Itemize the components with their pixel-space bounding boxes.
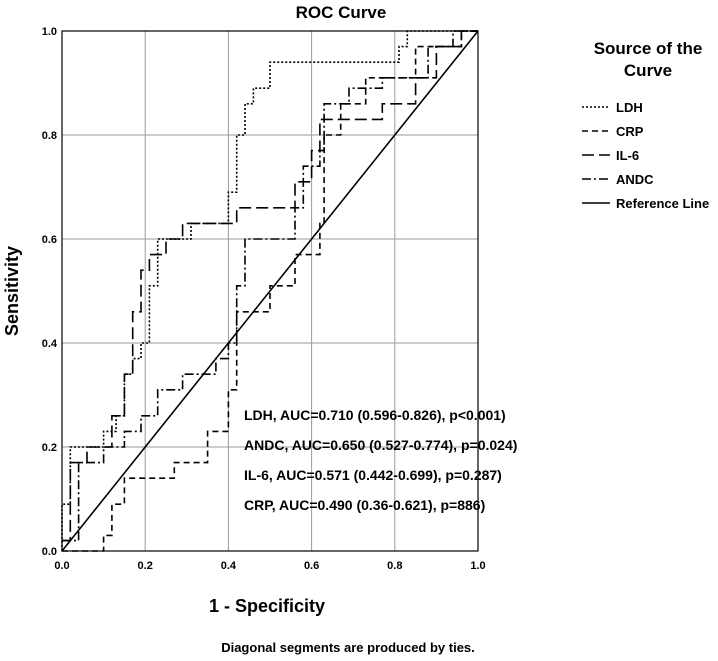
legend: Source of the Curve LDH CRP IL-6 ANDC Referenc… xyxy=(582,39,709,211)
auc-annotations: LDH, AUC=0.710 (0.596-0.826), p<0.001) AN… xyxy=(244,407,517,513)
footnote: Diagonal segments are produced by ties. xyxy=(221,640,475,655)
y-tick-label: 1.0 xyxy=(42,26,57,38)
legend-label: Reference Line xyxy=(616,196,709,211)
series-reference-line xyxy=(61,30,479,552)
y-tick-label: 0.8 xyxy=(42,130,57,142)
x-tick-label: 0.8 xyxy=(387,560,402,572)
series-andc xyxy=(62,30,478,542)
auc-annotation: IL-6, AUC=0.571 (0.442-0.699), p=0.287) xyxy=(244,467,502,483)
y-tick-label: 0.4 xyxy=(42,338,58,350)
y-tick-label: 0.6 xyxy=(42,234,57,246)
auc-annotation: ANDC, AUC=0.650 (0.527-0.774), p=0.024) xyxy=(244,437,517,453)
chart-title: ROC Curve xyxy=(296,3,387,22)
y-axis-label: Sensitivity xyxy=(2,246,22,336)
legend-label: IL-6 xyxy=(616,148,639,163)
x-tick-label: 0.0 xyxy=(54,560,69,572)
auc-annotation: LDH, AUC=0.710 (0.596-0.826), p<0.001) xyxy=(244,407,506,423)
x-tick-label: 0.2 xyxy=(138,560,153,572)
x-tick-label: 0.6 xyxy=(304,560,319,572)
legend-label: ANDC xyxy=(616,172,654,187)
x-tick-label: 0.4 xyxy=(221,560,237,572)
series-il-6 xyxy=(62,30,478,542)
y-tick-label: 0.0 xyxy=(42,546,57,558)
series-group xyxy=(61,30,479,552)
legend-label: LDH xyxy=(616,100,643,115)
legend-title: Source of the Curve xyxy=(594,39,703,80)
series-crp xyxy=(62,30,478,552)
auc-annotation: CRP, AUC=0.490 (0.36-0.621), p=886) xyxy=(244,497,485,513)
legend-label: CRP xyxy=(616,124,644,139)
y-tick-label: 0.2 xyxy=(42,442,57,454)
x-axis-label: 1 - Specificity xyxy=(209,596,325,616)
plot-frame xyxy=(61,30,479,552)
tick-labels: 0.0 0.2 0.4 0.6 0.8 1.0 0.0 0.2 0.4 0.6 0.8 1.0 xyxy=(42,26,486,572)
x-tick-label: 1.0 xyxy=(470,560,485,572)
